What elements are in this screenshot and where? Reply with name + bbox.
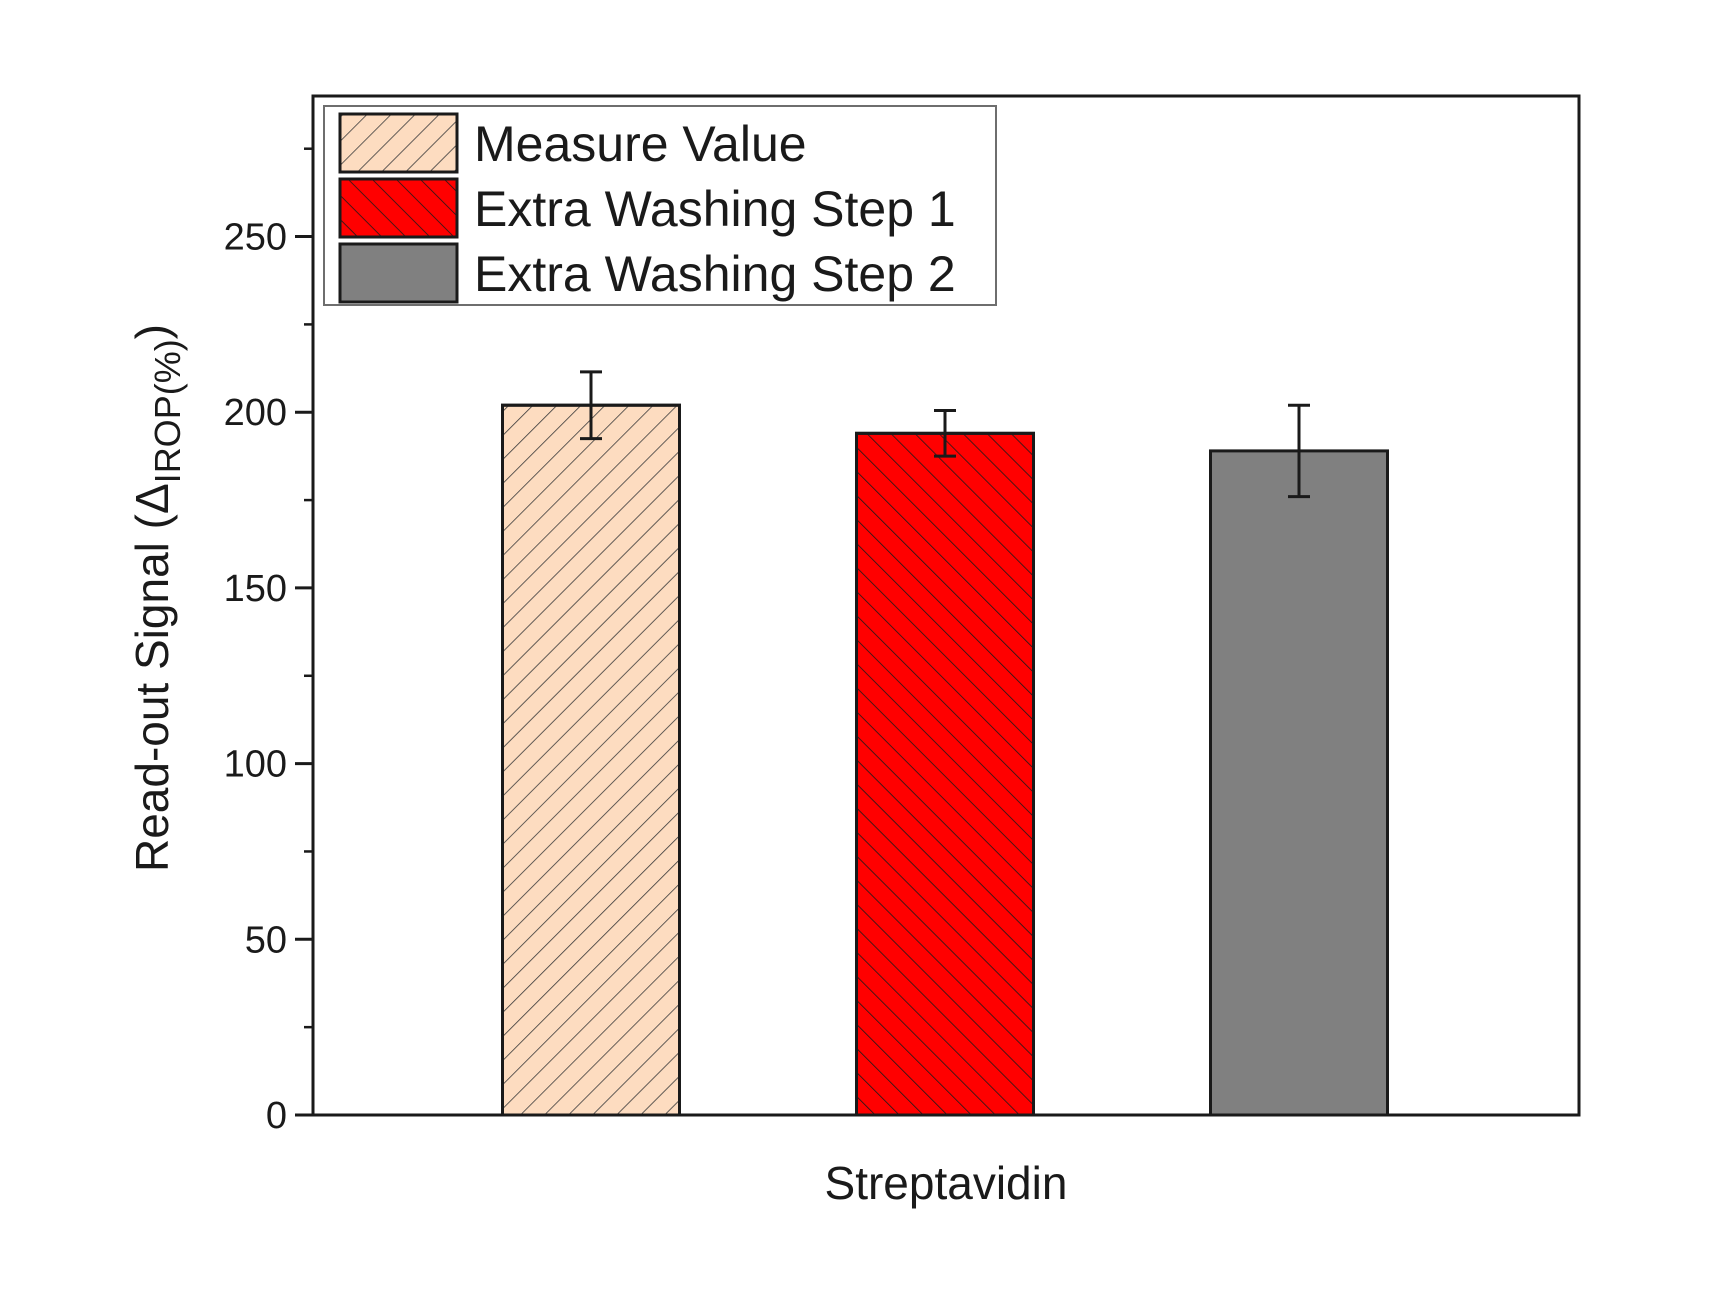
y-tick-label: 100 <box>224 744 287 786</box>
legend-label-measure-value: Measure Value <box>474 116 807 172</box>
bar-extra-washing-step-2 <box>1209 449 1389 1117</box>
y-axis-title-subscript: IROP(%) <box>147 339 188 483</box>
y-tick-label: 250 <box>224 217 287 259</box>
y-tick-label: 150 <box>224 568 287 610</box>
y-axis: 0 50 100 150 200 250 <box>224 147 313 1137</box>
legend-swatch-hatch-measure-value <box>338 112 459 174</box>
y-axis-title-main: Read-out Signal ( <box>126 513 178 872</box>
legend: Measure Value Extra Washing Step 1 Extra W… <box>323 105 997 306</box>
legend-label-extra-washing-step-2: Extra Washing Step 2 <box>474 246 956 302</box>
error-bars-layer <box>580 370 1310 499</box>
y-axis-title-symbol: Δ <box>126 483 178 514</box>
x-axis-title: Streptavidin <box>825 1157 1068 1209</box>
legend-swatch-hatch-extra-washing-step-1 <box>338 177 459 239</box>
y-tick-label: 50 <box>245 919 287 961</box>
bar-hatch-extra-washing-step-1 <box>855 431 1035 1117</box>
plot-frame <box>311 94 1581 1117</box>
legend-swatch-extra-washing-step-2 <box>338 242 459 304</box>
svg-text:Read-out Signal (ΔIROP(%)): Read-out Signal (ΔIROP(%)) <box>126 324 188 872</box>
y-tick-label: 0 <box>266 1095 287 1137</box>
y-axis-title: Read-out Signal (ΔIROP(%)) <box>126 324 188 872</box>
legend-label-extra-washing-step-1: Extra Washing Step 1 <box>474 181 956 237</box>
bars-layer <box>501 403 1389 1117</box>
bar-hatch-measure-value <box>501 403 681 1117</box>
y-tick-label: 200 <box>224 392 287 434</box>
y-axis-title-close: ) <box>126 324 178 339</box>
